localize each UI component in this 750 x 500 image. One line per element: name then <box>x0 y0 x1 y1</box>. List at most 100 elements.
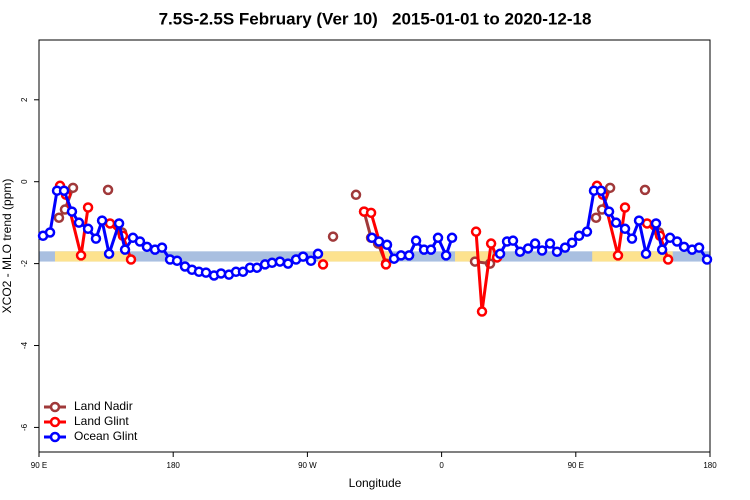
data-point <box>327 231 339 242</box>
data-point <box>75 250 87 261</box>
data-point <box>125 254 137 265</box>
data-point <box>141 241 153 253</box>
data-point <box>551 246 563 257</box>
legend-marker <box>49 431 61 443</box>
data-point <box>671 236 683 247</box>
x-axis-label: Longitude <box>349 476 402 490</box>
chart-title: 7.5S-2.5S February (Ver 10) 2015-01-01 t… <box>159 9 592 28</box>
data-point <box>619 223 631 235</box>
data-point <box>134 236 146 247</box>
data-point <box>701 254 713 265</box>
data-point <box>590 212 602 223</box>
legend-marker <box>49 401 61 413</box>
data-point <box>156 242 168 253</box>
y-tick-label: -2 <box>20 260 29 268</box>
plot-frame <box>38 39 711 453</box>
data-point <box>610 217 622 228</box>
data-point <box>662 254 674 265</box>
land-band <box>317 251 393 262</box>
data-point <box>373 236 385 247</box>
data-point <box>410 235 422 246</box>
data-point <box>67 182 79 194</box>
data-point <box>82 223 94 235</box>
data-point <box>619 202 631 213</box>
data-point <box>44 227 56 238</box>
data-point <box>425 244 437 255</box>
y-axis-label: XCO2 - MLO trend (ppm) <box>0 179 14 314</box>
legend-label: Land Glint <box>74 414 129 428</box>
data-point <box>380 259 392 270</box>
y-tick-label: 2 <box>20 97 29 102</box>
data-point <box>317 259 329 270</box>
data-point <box>514 246 526 257</box>
data-point <box>604 182 616 194</box>
data-point <box>53 212 65 223</box>
data-point <box>403 250 415 261</box>
data-point <box>522 243 534 254</box>
data-point <box>365 207 377 219</box>
data-point <box>529 238 541 249</box>
data-point <box>650 218 662 229</box>
data-point <box>297 251 309 262</box>
data-point <box>381 239 393 251</box>
data-point <box>251 262 263 273</box>
data-point <box>573 230 585 242</box>
legend-label: Ocean Glint <box>74 429 138 443</box>
legend-marker <box>49 416 61 428</box>
land-band <box>455 251 493 262</box>
data-point <box>603 206 615 217</box>
x-tick-label: 180 <box>703 461 717 470</box>
data-point <box>612 250 624 261</box>
data-point <box>595 185 607 196</box>
data-point <box>90 233 102 244</box>
data-point <box>507 235 519 246</box>
x-tick-label: 90 E <box>568 461 584 470</box>
data-point <box>103 248 115 260</box>
legend-label: Land Nadir <box>74 399 133 413</box>
data-point <box>432 232 444 244</box>
x-tick-label: 90 E <box>31 461 47 470</box>
data-point <box>633 215 645 226</box>
y-tick-label: 0 <box>20 179 29 184</box>
data-point <box>536 245 548 256</box>
data-point <box>559 242 571 253</box>
data-point <box>581 226 593 237</box>
land-band <box>592 251 673 262</box>
data-point <box>200 267 212 278</box>
data-point <box>73 217 85 228</box>
data-point <box>350 189 362 201</box>
data-point <box>641 218 653 229</box>
data-point <box>440 250 452 261</box>
data-point <box>395 250 407 261</box>
data-point <box>626 233 638 244</box>
data-point <box>312 248 324 260</box>
data-point <box>640 248 652 260</box>
y-tick-label: -6 <box>20 423 29 431</box>
data-point <box>66 206 78 217</box>
data-point <box>544 238 556 249</box>
data-point <box>678 241 690 253</box>
data-point <box>58 185 70 196</box>
data-point <box>485 238 497 249</box>
data-point <box>113 218 125 229</box>
y-tick-label: -4 <box>20 341 29 349</box>
series-line <box>42 189 709 278</box>
data-point <box>693 242 705 253</box>
data-point <box>82 202 94 213</box>
data-point <box>639 184 651 196</box>
data-point <box>96 215 108 226</box>
x-tick-label: 0 <box>439 461 444 470</box>
data-point <box>470 226 482 237</box>
data-point <box>446 232 458 244</box>
data-point <box>476 306 488 317</box>
data-point <box>171 255 183 266</box>
data-point <box>305 255 317 266</box>
data-point <box>274 256 286 267</box>
land-band <box>54 251 130 262</box>
x-tick-label: 180 <box>167 461 181 470</box>
data-point <box>566 237 578 248</box>
data-point <box>282 258 294 269</box>
data-point <box>494 248 506 260</box>
data-point <box>656 244 668 255</box>
